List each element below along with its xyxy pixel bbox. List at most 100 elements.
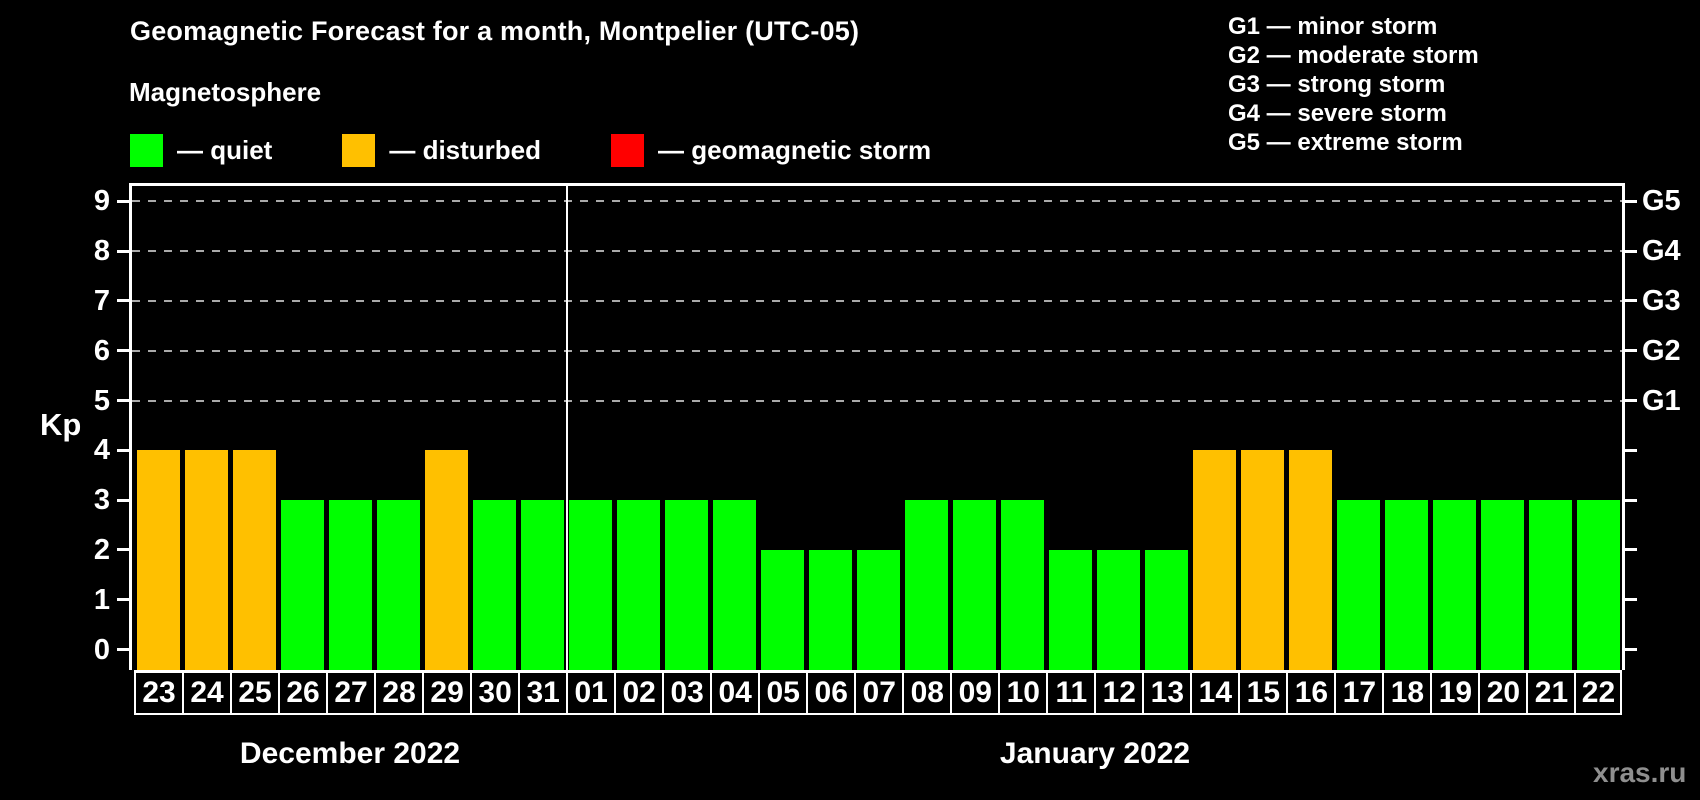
day-label-25: 25 [230, 670, 279, 715]
magnetosphere-legend: — quiet — disturbed — geomagnetic storm [130, 134, 931, 167]
kp-bar-23 [136, 450, 180, 670]
day-label-18: 18 [1382, 670, 1431, 715]
gridline-kp6 [132, 349, 1622, 352]
day-label-13: 13 [1142, 670, 1191, 715]
storm-scale-item-G4: G4 — severe storm [1228, 100, 1447, 127]
kp-bar-26 [280, 500, 324, 670]
kp-bar-29 [424, 450, 468, 670]
kp-bar-18 [1385, 500, 1429, 670]
quiet-color-swatch-icon [130, 134, 163, 167]
y-tick-left-1 [117, 598, 129, 602]
y-tick-label-4: 4 [93, 434, 110, 467]
legend-label-quiet: — quiet [177, 135, 273, 165]
y-tick-left-8 [117, 249, 129, 253]
legend-label-disturbed: — disturbed [389, 135, 542, 165]
day-label-19: 19 [1430, 670, 1479, 715]
y-tick-label-0: 0 [93, 633, 110, 666]
y-tick-left-4 [117, 448, 129, 452]
kp-bar-31 [520, 500, 564, 670]
day-label-29: 29 [422, 670, 471, 715]
storm-scale-item-G1: G1 — minor storm [1228, 13, 1438, 40]
y-tick-label-3: 3 [93, 484, 110, 517]
kp-bar-11 [1049, 549, 1093, 670]
kp-bar-21 [1529, 500, 1573, 670]
y-tick-label-6: 6 [93, 334, 110, 367]
gridline-kp8 [132, 250, 1622, 253]
kp-bar-28 [376, 500, 420, 670]
y-tick-label-8: 8 [93, 235, 110, 268]
kp-bar-24 [184, 450, 228, 670]
legend-item-disturbed: — disturbed [342, 134, 541, 167]
y-tick-right-1 [1625, 598, 1637, 602]
y-tick-right-7 [1625, 299, 1637, 303]
y-tick-left-2 [117, 548, 129, 552]
day-label-21: 21 [1526, 670, 1575, 715]
month-label-january: January 2022 [999, 737, 1191, 770]
g-level-label-G1: G1 [1642, 384, 1681, 417]
g-level-label-G5: G5 [1642, 185, 1681, 218]
page-title: Geomagnetic Forecast for a month, Montpe… [130, 16, 860, 46]
kp-bar-16 [1289, 450, 1333, 670]
kp-bar-07 [856, 549, 900, 670]
watermark: xras.ru [1593, 757, 1687, 788]
y-tick-left-3 [117, 498, 129, 502]
legend-item-quiet: — quiet [130, 134, 272, 167]
gridline-kp7 [132, 299, 1622, 302]
kp-bar-04 [712, 500, 756, 670]
day-axis-row: 23 24 25 26 27 28 29 30 31 01 02 03 04 05 06 07 08 09 10 11… [134, 670, 1623, 715]
day-label-20: 20 [1478, 670, 1527, 715]
day-label-03: 03 [662, 670, 711, 715]
g-level-label-G3: G3 [1642, 284, 1681, 317]
gridline-kp5 [132, 399, 1622, 402]
day-label-12: 12 [1094, 670, 1143, 715]
kp-bar-01 [568, 500, 612, 670]
day-label-01: 01 [566, 670, 615, 715]
y-tick-right-8 [1625, 249, 1637, 253]
day-label-09: 09 [950, 670, 999, 715]
day-label-08: 08 [902, 670, 951, 715]
kp-bar-30 [472, 500, 516, 670]
day-label-31: 31 [518, 670, 567, 715]
y-axis-title: Kp [40, 407, 82, 442]
y-tick-label-7: 7 [93, 284, 110, 317]
day-label-23: 23 [134, 670, 183, 715]
kp-bar-05 [760, 549, 804, 670]
y-tick-left-9 [117, 199, 129, 203]
g-level-label-G4: G4 [1642, 235, 1681, 268]
day-label-24: 24 [182, 670, 231, 715]
kp-bar-09 [953, 500, 996, 670]
kp-bar-22 [1577, 500, 1621, 670]
day-label-26: 26 [278, 670, 327, 715]
storm-scale-legend: G1 — minor storm G2 — moderate storm G3 — … [1228, 12, 1479, 157]
day-label-28: 28 [374, 670, 423, 715]
storm-scale-item-G2: G2 — moderate storm [1228, 42, 1479, 69]
day-label-17: 17 [1334, 670, 1383, 715]
y-tick-right-9 [1625, 199, 1637, 203]
storm-color-swatch-icon [611, 134, 645, 167]
day-label-15: 15 [1238, 670, 1287, 715]
legend-label-storm: — geomagnetic storm [658, 135, 932, 165]
kp-bar-10 [1001, 500, 1045, 670]
kp-bar-14 [1193, 450, 1237, 670]
day-label-16: 16 [1286, 670, 1335, 715]
disturbed-color-swatch-icon [342, 134, 376, 167]
kp-bar-15 [1241, 450, 1285, 670]
day-label-27: 27 [326, 670, 375, 715]
magnetosphere-subtitle: Magnetosphere [129, 77, 322, 107]
y-tick-left-7 [117, 299, 129, 303]
g-level-label-G2: G2 [1642, 334, 1681, 367]
y-tick-right-5 [1625, 399, 1637, 402]
y-tick-label-2: 2 [93, 533, 110, 566]
y-tick-left-6 [117, 349, 129, 353]
y-tick-right-0 [1625, 648, 1637, 651]
kp-bar-13 [1145, 549, 1189, 670]
day-label-04: 04 [710, 670, 759, 715]
storm-scale-item-G3: G3 — strong storm [1228, 71, 1446, 98]
day-label-11: 11 [1046, 670, 1095, 715]
kp-bar-19 [1433, 500, 1477, 670]
month-label-december: December 2022 [239, 737, 461, 770]
y-tick-label-9: 9 [93, 185, 110, 218]
kp-bar-25 [232, 450, 276, 670]
day-label-10: 10 [998, 670, 1047, 715]
